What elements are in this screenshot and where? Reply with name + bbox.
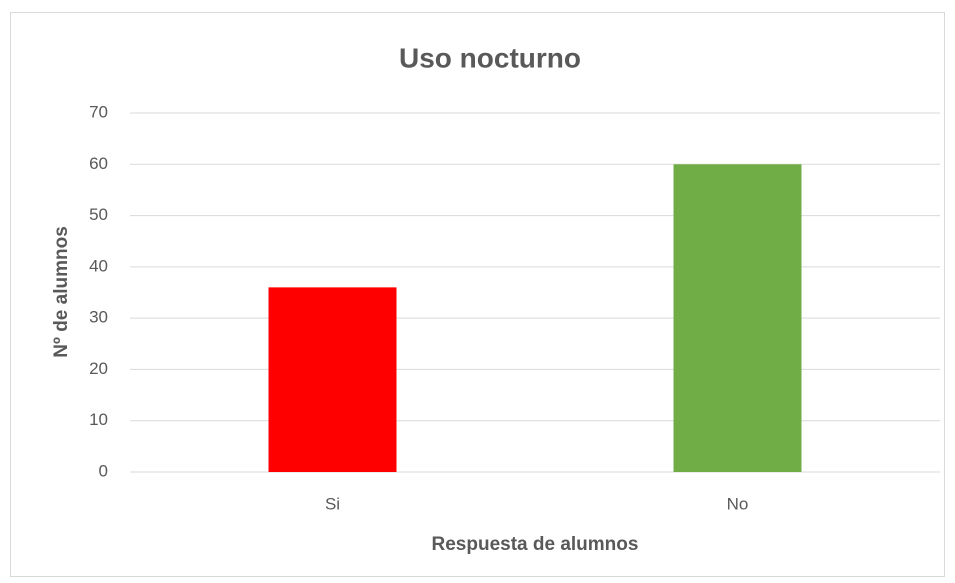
y-tick-label: 10 <box>89 410 108 429</box>
x-tick-label: Si <box>325 494 340 513</box>
x-axis-label: Respuesta de alumnos <box>432 534 639 555</box>
bar <box>673 164 802 473</box>
y-tick-label: 50 <box>89 205 108 224</box>
y-tick-label: 70 <box>89 102 108 121</box>
y-axis-label: Nº de alumnos <box>51 226 72 358</box>
chart-border <box>10 12 945 577</box>
y-tick-label: 0 <box>99 461 108 480</box>
y-tick-label: 20 <box>89 359 108 378</box>
chart-title: Uso nocturno <box>399 42 581 73</box>
y-tick-label: 60 <box>89 154 108 173</box>
x-tick-label: No <box>727 494 749 513</box>
y-tick-label: 30 <box>89 308 108 327</box>
y-tick-label: 40 <box>89 256 108 275</box>
bar <box>268 287 397 472</box>
